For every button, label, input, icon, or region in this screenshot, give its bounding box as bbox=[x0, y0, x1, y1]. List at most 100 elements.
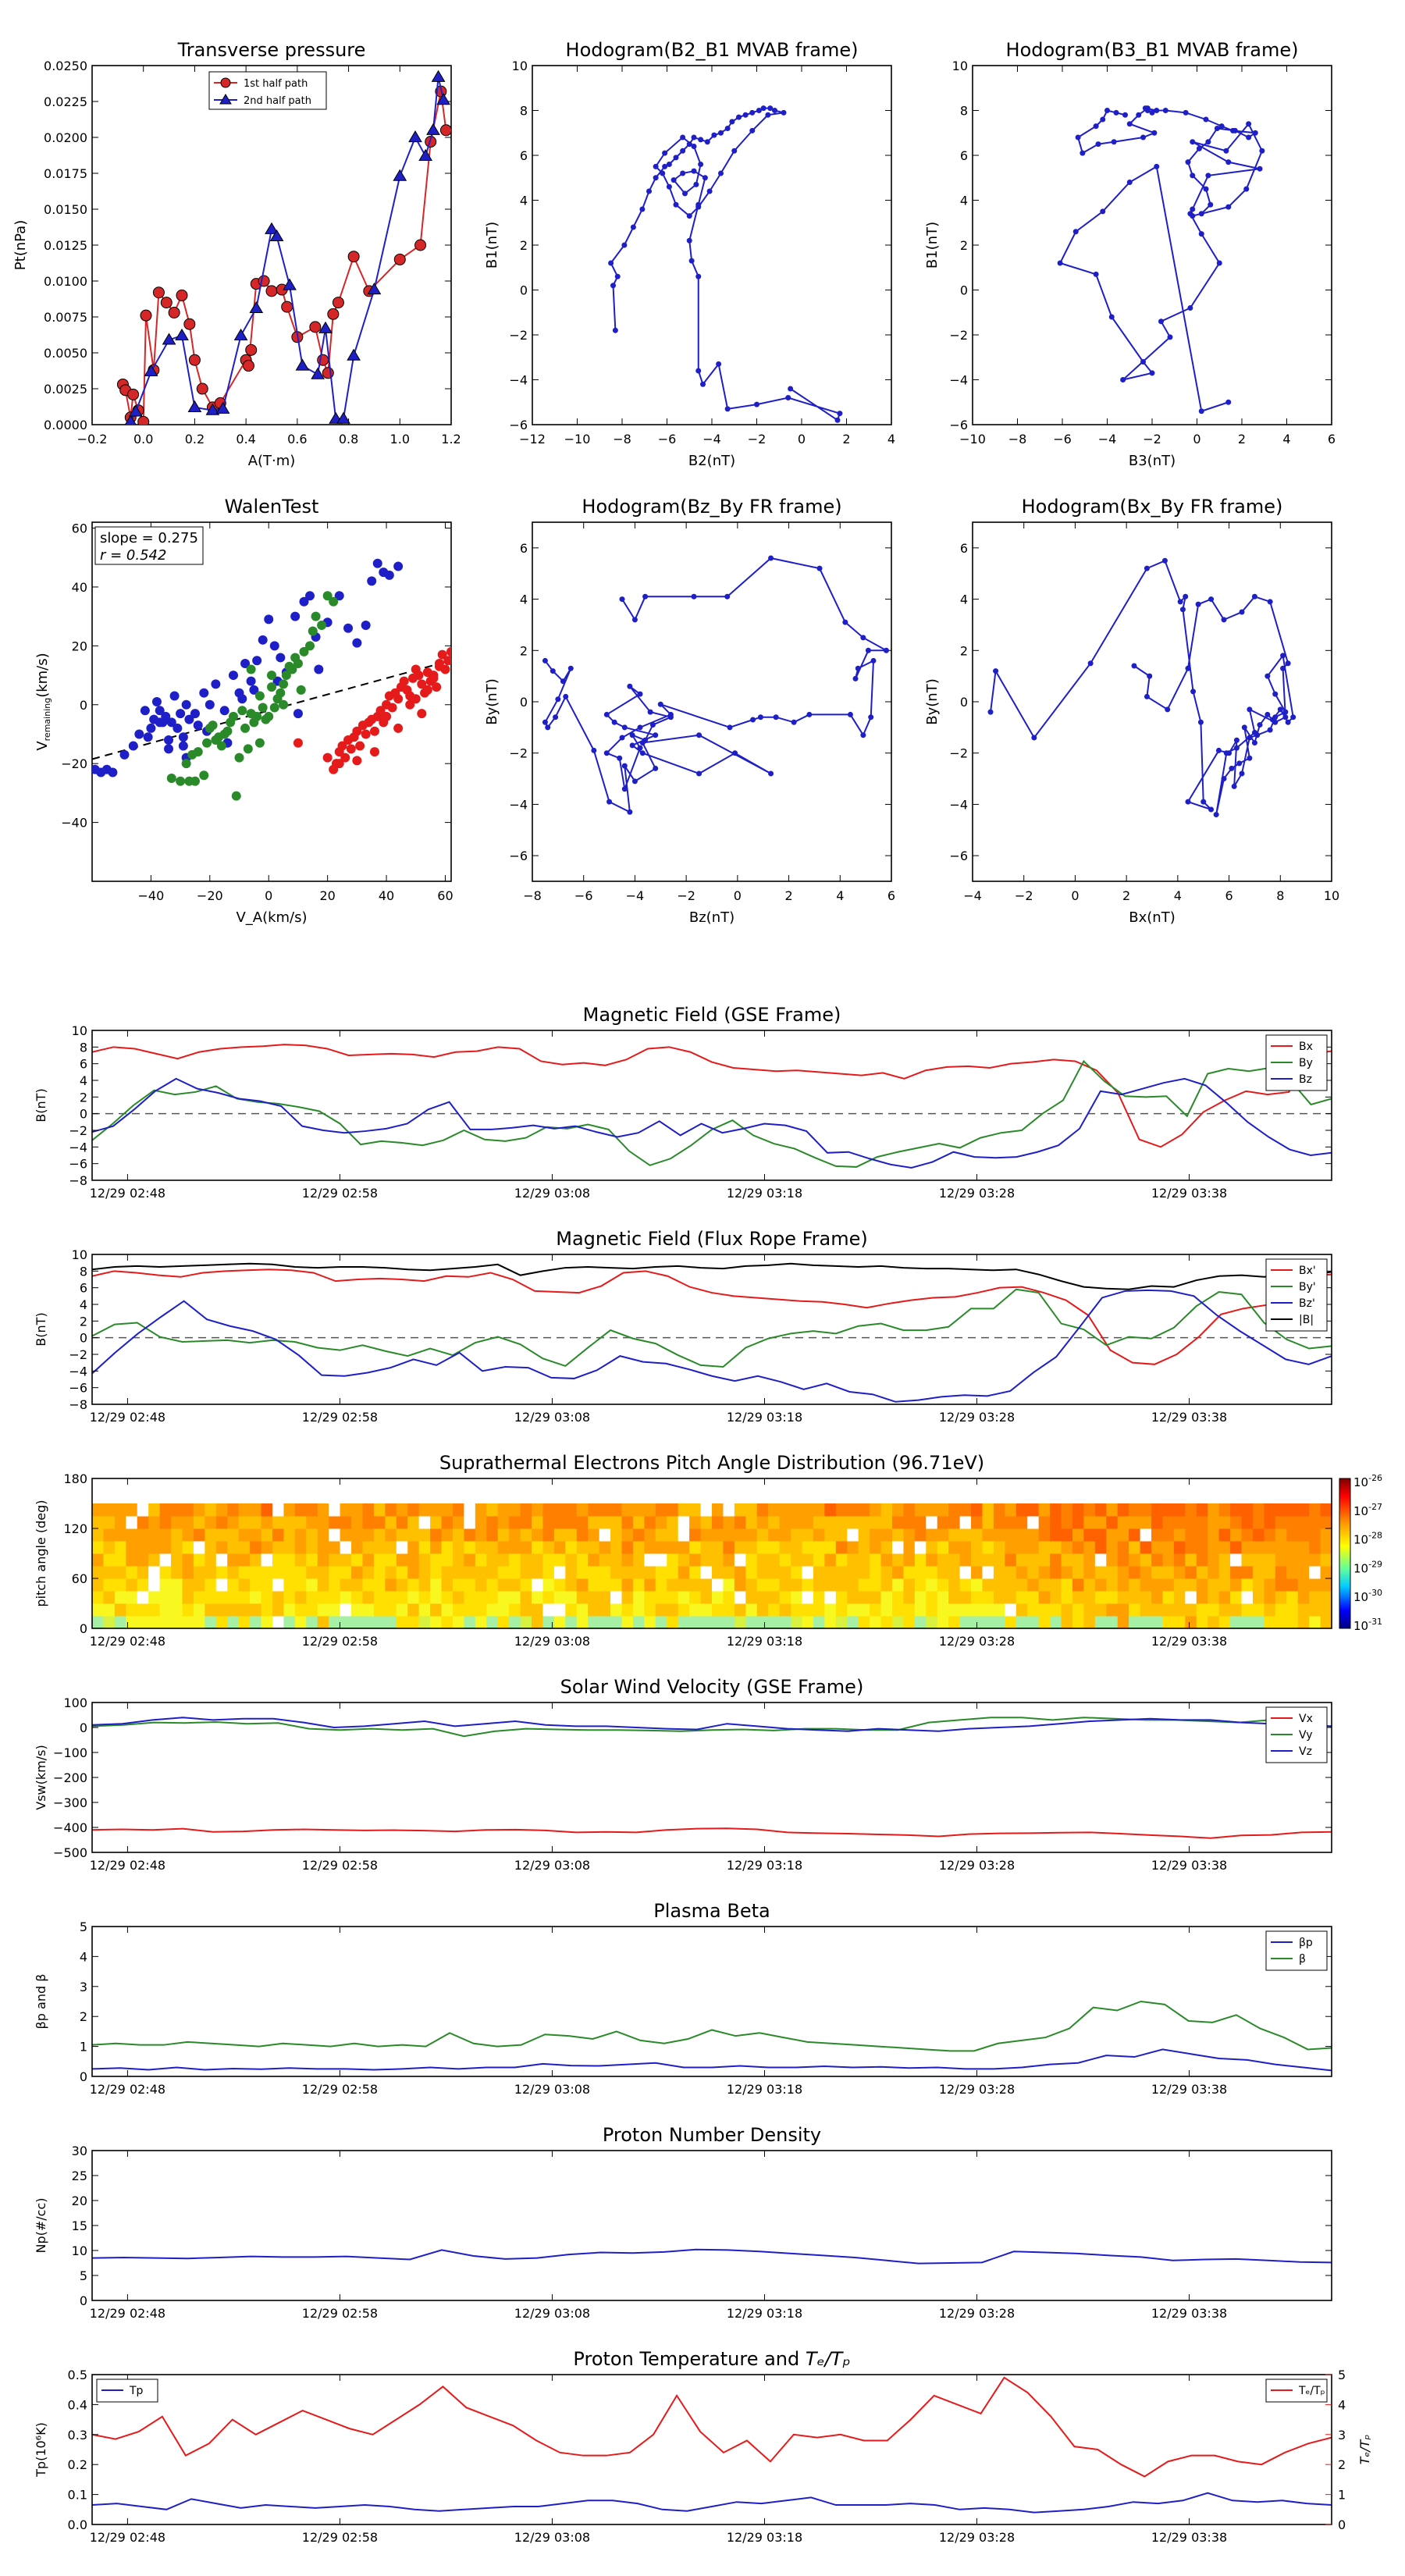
heatmap-cell bbox=[1005, 1566, 1017, 1579]
heatmap-cell bbox=[396, 1528, 408, 1542]
data-point bbox=[264, 711, 274, 721]
x-tick-label: 12/29 03:28 bbox=[939, 1634, 1015, 1649]
y-tick-label: 10 bbox=[72, 1023, 87, 1038]
y-tick-label: −2 bbox=[509, 328, 528, 343]
data-point bbox=[254, 691, 265, 701]
data-point bbox=[222, 726, 233, 736]
x-tick-label: 0.6 bbox=[287, 432, 307, 447]
heatmap-cell bbox=[1106, 1603, 1119, 1617]
heatmap-cell bbox=[621, 1616, 634, 1628]
heatmap-cell bbox=[261, 1503, 273, 1517]
data-point bbox=[176, 776, 186, 786]
data-point bbox=[361, 620, 371, 630]
heatmap-cell bbox=[238, 1591, 251, 1604]
data-point bbox=[883, 647, 889, 653]
heatmap-cell bbox=[340, 1603, 352, 1617]
timeseries-panel-6: Proton Temperature and Tₑ/Tₚ0.00.10.20.3… bbox=[34, 2348, 1372, 2545]
data-point bbox=[785, 395, 791, 400]
x-tick-label: −10 bbox=[959, 432, 986, 447]
heatmap-cell bbox=[1297, 1616, 1310, 1628]
x-tick-label: 60 bbox=[437, 888, 453, 903]
heatmap-cell bbox=[553, 1591, 566, 1604]
heatmap-cell bbox=[418, 1578, 431, 1592]
data-point bbox=[1183, 109, 1189, 116]
heatmap-cell bbox=[126, 1616, 138, 1628]
y-tick-label: 100 bbox=[63, 1695, 87, 1710]
data-point bbox=[1100, 116, 1106, 123]
heatmap-cell bbox=[171, 1578, 183, 1592]
heatmap-cell bbox=[858, 1553, 870, 1567]
y-tick-label: −6 bbox=[949, 849, 968, 863]
data-point bbox=[718, 170, 724, 176]
data-point bbox=[343, 623, 354, 633]
data-point bbox=[393, 694, 404, 704]
heatmap-cell bbox=[1016, 1528, 1028, 1542]
y-tick-label: 40 bbox=[72, 580, 87, 595]
data-point bbox=[724, 406, 731, 412]
y-tick-label: 120 bbox=[63, 1521, 87, 1536]
heatmap-cell bbox=[1129, 1541, 1141, 1554]
heatmap-cell bbox=[723, 1541, 735, 1554]
data-point bbox=[309, 321, 322, 333]
heatmap-cell bbox=[351, 1578, 363, 1592]
heatmap-cell bbox=[261, 1541, 273, 1554]
heatmap-cell bbox=[362, 1591, 375, 1604]
heatmap-cell bbox=[396, 1541, 408, 1554]
y-tick-label: −4 bbox=[509, 373, 528, 388]
heatmap-cell bbox=[1196, 1553, 1208, 1567]
data-point bbox=[293, 658, 303, 668]
heatmap-cell bbox=[599, 1516, 611, 1529]
heatmap-cell bbox=[632, 1591, 645, 1604]
data-point bbox=[993, 668, 999, 674]
heatmap-cell bbox=[576, 1616, 589, 1628]
heatmap-cell bbox=[723, 1616, 735, 1628]
y-axis-label: By(nT) bbox=[484, 678, 500, 724]
data-point bbox=[696, 770, 702, 777]
data-point bbox=[399, 676, 409, 686]
plot-frame bbox=[532, 521, 892, 882]
data-point bbox=[1111, 139, 1117, 145]
data-point bbox=[696, 732, 702, 738]
data-point bbox=[700, 381, 706, 387]
heatmap-cell bbox=[475, 1516, 487, 1529]
data-point bbox=[718, 130, 724, 136]
heatmap-cell bbox=[700, 1591, 713, 1604]
y-axis-label: By(nT) bbox=[924, 678, 941, 724]
heatmap-cell bbox=[588, 1578, 600, 1592]
data-point bbox=[639, 750, 646, 756]
y-tick-label: 0.4 bbox=[68, 2397, 87, 2412]
heatmap-cell bbox=[576, 1503, 589, 1517]
colorbar bbox=[1339, 1478, 1351, 1629]
data-point bbox=[119, 749, 130, 760]
heatmap-cell bbox=[588, 1591, 600, 1604]
data-point bbox=[617, 755, 623, 761]
heatmap-cell bbox=[103, 1566, 116, 1579]
y-tick-label: 0.0225 bbox=[44, 94, 87, 109]
heatmap-cell bbox=[824, 1528, 837, 1542]
heatmap-cell bbox=[497, 1591, 510, 1604]
data-point bbox=[608, 260, 614, 266]
heatmap-cell bbox=[238, 1578, 251, 1592]
y-tick-label: 4 bbox=[80, 1297, 87, 1312]
y-tick-label: 2 bbox=[520, 643, 528, 658]
chart-title: Proton Temperature and Tₑ/Tₚ bbox=[573, 2348, 850, 2370]
heatmap-cell bbox=[914, 1516, 927, 1529]
data-point bbox=[691, 144, 697, 149]
heatmap-cell bbox=[1196, 1578, 1208, 1592]
data-point bbox=[252, 711, 262, 721]
heatmap-cell bbox=[632, 1553, 645, 1567]
data-point bbox=[614, 273, 621, 279]
heatmap-cell bbox=[250, 1553, 262, 1567]
heatmap-cell bbox=[464, 1566, 476, 1579]
heatmap-cell bbox=[351, 1603, 363, 1617]
data-point bbox=[287, 664, 297, 674]
heatmap-cell bbox=[520, 1616, 532, 1628]
data-point bbox=[240, 658, 251, 668]
data-point bbox=[215, 401, 230, 414]
data-point bbox=[233, 328, 248, 341]
heatmap-cell bbox=[779, 1503, 791, 1517]
data-point bbox=[431, 69, 446, 82]
heatmap-cell bbox=[802, 1566, 814, 1579]
heatmap-cell bbox=[509, 1503, 521, 1517]
heatmap-cell bbox=[452, 1516, 464, 1529]
